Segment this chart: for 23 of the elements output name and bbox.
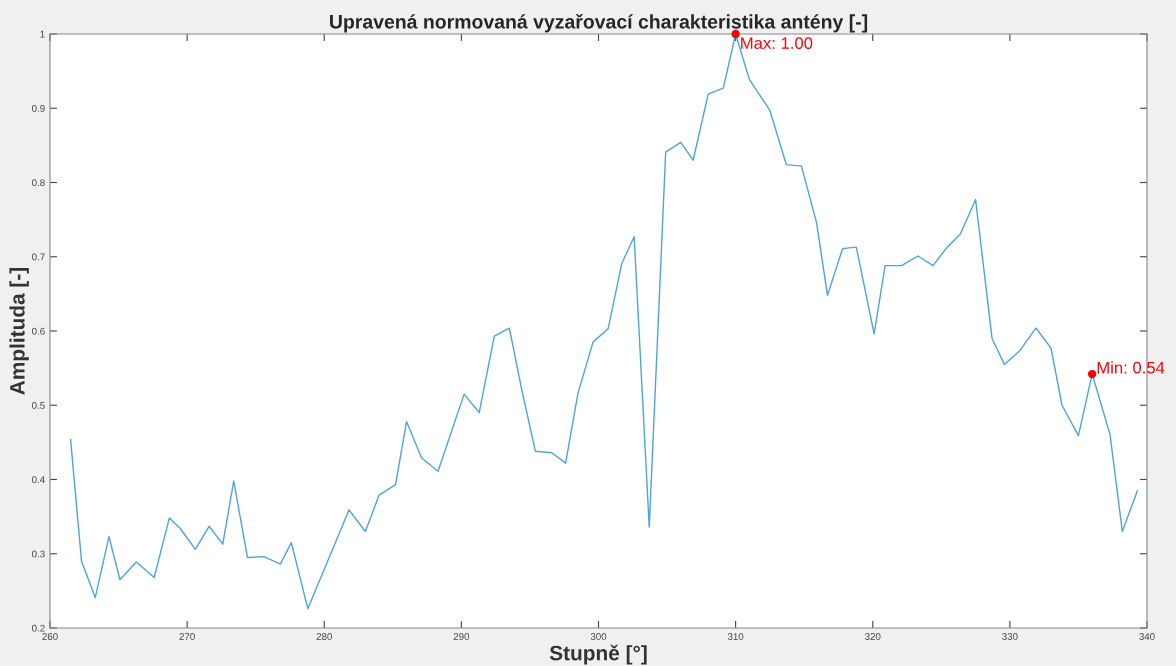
annotation: Max: 1.00 — [741, 37, 813, 50]
x-tick-label: 260 — [42, 633, 58, 640]
x-tick-label: 300 — [590, 633, 607, 640]
y-tick-label: 0.6 — [32, 327, 45, 335]
chart-title: Upravená normovaná vyzařovací charakteristika antény [-] — [330, 13, 868, 33]
x-tick-label: 340 — [1139, 633, 1155, 640]
y-tick-label: 0.3 — [32, 550, 45, 558]
x-tick-label: 280 — [316, 633, 332, 640]
y-tick-label: 1 — [40, 30, 45, 38]
x-tick-label: 320 — [865, 633, 881, 640]
y-tick-label: 0.8 — [32, 179, 45, 187]
y-tick-label: 0.7 — [32, 253, 45, 261]
annotation: Min: 0.54 — [1097, 361, 1165, 374]
x-tick-label: 290 — [453, 633, 470, 640]
x-axis-title: Stupně [°] — [549, 644, 647, 665]
x-tick-label: 310 — [727, 633, 744, 640]
y-axis-title: Amplituda [-] — [9, 267, 29, 395]
y-tick-label: 0.5 — [32, 401, 45, 409]
y-tick-label: 0.4 — [32, 476, 45, 484]
y-tick-label: 0.9 — [32, 104, 45, 112]
y-tick-label: 0.2 — [32, 624, 45, 632]
x-tick-label: 330 — [1002, 633, 1018, 640]
x-tick-label: 270 — [179, 633, 195, 640]
